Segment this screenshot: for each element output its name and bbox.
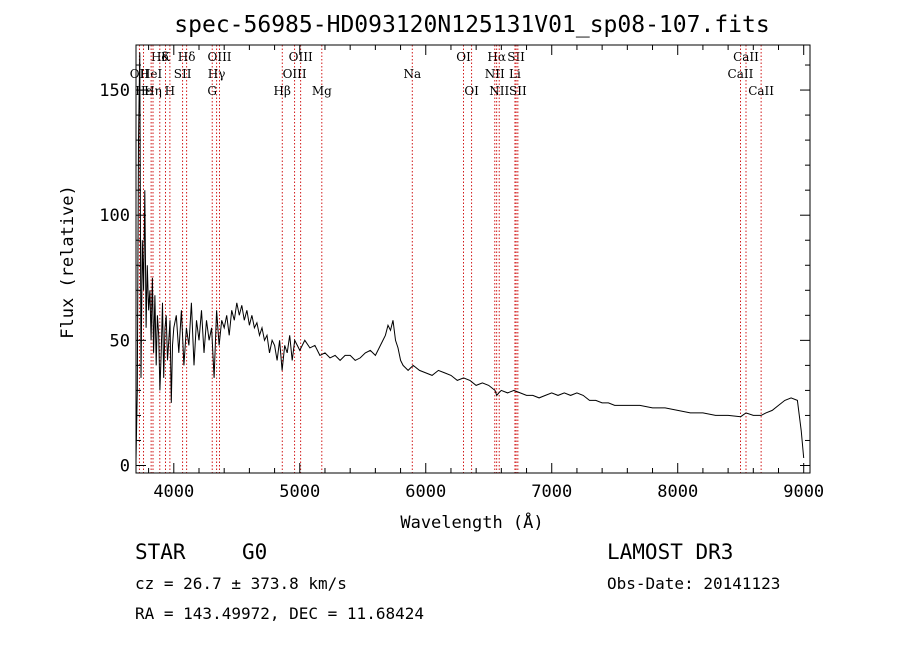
spectral-line-label: OIII bbox=[283, 67, 307, 81]
spectral-line-label: H bbox=[165, 84, 175, 98]
spectral-line-label: K bbox=[161, 50, 171, 64]
redshift-value: cz = 26.7 ± 373.8 km/s bbox=[135, 574, 347, 593]
x-tick-label: 9000 bbox=[783, 482, 824, 502]
spectral-line-label: Hδ bbox=[151, 50, 169, 64]
spectral-line-label: CaII bbox=[733, 50, 759, 64]
spectral-line-label: SII bbox=[509, 84, 527, 98]
ra-dec: RA = 143.49972, DEC = 11.68424 bbox=[135, 604, 424, 623]
y-tick-label: 150 bbox=[99, 81, 130, 101]
spectral-line-label: CaII bbox=[728, 67, 754, 81]
spectral-line-label: Hβ bbox=[274, 84, 291, 98]
y-tick-label: 100 bbox=[99, 206, 130, 226]
spectral-line-label: NII bbox=[485, 67, 505, 81]
y-axis-label: Flux (relative) bbox=[58, 185, 78, 339]
spectral-line-label: Hδ bbox=[178, 50, 196, 64]
spectral-line-label: CaII bbox=[748, 84, 774, 98]
spectral-line-label: Hη bbox=[144, 84, 162, 98]
x-tick-label: 4000 bbox=[153, 482, 194, 502]
spectral-line-label: Na bbox=[403, 67, 421, 81]
spectral-line-label: OIII bbox=[289, 50, 313, 64]
x-tick-label: 6000 bbox=[405, 482, 446, 502]
obs-date: Obs-Date: 20141123 bbox=[607, 574, 781, 593]
spectral-subclass: G0 bbox=[242, 540, 268, 564]
series-line-flux bbox=[135, 52, 805, 461]
y-tick-label: 0 bbox=[120, 456, 130, 476]
x-tick-label: 5000 bbox=[279, 482, 320, 502]
x-tick-label: 8000 bbox=[657, 482, 698, 502]
plot-frame bbox=[135, 44, 811, 474]
spectral-line-label: SII bbox=[174, 67, 192, 81]
spectral-line-label: Hγ bbox=[208, 67, 226, 81]
spectral-line-label: HeI bbox=[140, 67, 163, 81]
series-layer bbox=[135, 52, 805, 461]
spectral-line-label: SII bbox=[507, 50, 525, 64]
x-axis-label: Wavelength (Å) bbox=[400, 511, 543, 533]
spectral-line-label: OI bbox=[464, 84, 479, 98]
spectral-line-label: Mg bbox=[312, 84, 332, 98]
chart-title: spec-56985-HD093120N125131V01_sp08-107.f… bbox=[174, 12, 769, 38]
spectral-line-label: Hα bbox=[487, 50, 506, 64]
spectral-class: STAR bbox=[135, 540, 186, 564]
spectral-line-label: OIII bbox=[207, 50, 231, 64]
spectral-line-label: OI bbox=[456, 50, 471, 64]
axis-ticks: 4000 5000 6000 7000 8000 9000 0 50 100 150 bbox=[99, 45, 824, 502]
spectral-line-label: Li bbox=[509, 67, 521, 81]
y-tick-label: 50 bbox=[110, 331, 130, 351]
x-tick-label: 7000 bbox=[531, 482, 572, 502]
spectral-line-label: G bbox=[207, 84, 217, 98]
survey-name: LAMOST DR3 bbox=[607, 540, 734, 564]
spectral-line-label: NII bbox=[489, 84, 509, 98]
